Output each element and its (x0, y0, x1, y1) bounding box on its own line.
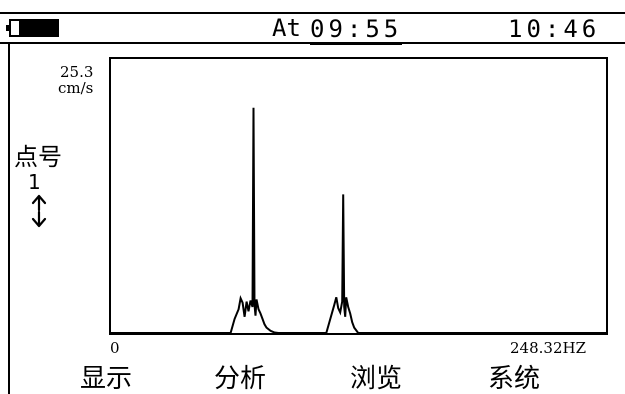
battery-low-icon (6, 19, 59, 37)
menu-browse-button[interactable]: 浏览 (350, 364, 403, 394)
up-down-arrow-icon[interactable] (30, 194, 48, 228)
menu-system-button[interactable]: 系统 (488, 364, 541, 394)
status-bar: At 09:55 10:46 (0, 0, 625, 45)
clock-time: 10:46 (508, 15, 601, 43)
point-number-value[interactable]: 1 (28, 170, 41, 194)
start-time-label: At (272, 14, 301, 42)
x-axis-min-label: 0 (110, 339, 120, 357)
point-number-label: 点号 (14, 143, 62, 171)
x-axis-max-label: 248.32HZ (510, 339, 586, 357)
y-axis-unit-label: cm/s (58, 79, 94, 97)
spectrum-series-line (111, 107, 606, 334)
y-axis-max-label: 25.3 (60, 63, 94, 81)
left-frame-line (8, 44, 10, 394)
menu-display-button[interactable]: 显示 (80, 364, 133, 394)
status-bar-top-border (0, 12, 625, 14)
status-bar-bottom-border (0, 42, 625, 44)
start-time-value: 09:55 (310, 15, 403, 45)
menu-analysis-button[interactable]: 分析 (214, 364, 267, 394)
plot-frame (109, 57, 608, 335)
